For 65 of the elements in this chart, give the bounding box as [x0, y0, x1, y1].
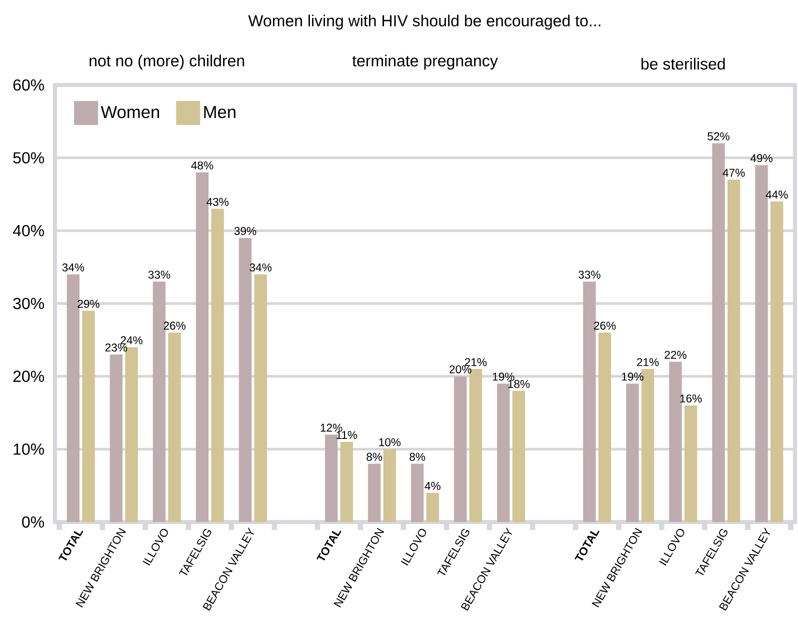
y-tick-label: 60% [13, 79, 44, 91]
y-tick-label: 50% [13, 152, 44, 164]
bar [66, 274, 80, 522]
text: terminate pregnancy [352, 54, 498, 70]
data-label: 47% [722, 168, 745, 177]
data-label: 43% [206, 198, 228, 206]
data-label: 26% [164, 322, 186, 330]
data-label: 21% [637, 358, 659, 366]
bar [324, 434, 338, 522]
data-label: 16% [680, 394, 702, 403]
bar [770, 202, 784, 522]
legend-label: Women [100, 106, 160, 118]
data-label: 26% [594, 322, 616, 330]
y-tick-label: 20% [13, 370, 44, 382]
bar [168, 332, 181, 522]
bar [110, 354, 123, 522]
legend-label: Men [204, 106, 236, 118]
data-label: 11% [336, 431, 358, 439]
bar [626, 384, 639, 522]
data-label: 24% [120, 336, 142, 344]
data-label: 22% [664, 350, 686, 359]
data-label: 19% [492, 372, 514, 381]
bar [728, 180, 740, 522]
bar [211, 208, 224, 522]
data-label: 34% [250, 263, 272, 272]
data-label: 10% [379, 438, 401, 446]
data-label: 4% [424, 482, 440, 490]
chart-title: Women living with HIV should be encouraged to... [248, 14, 600, 30]
bar [512, 390, 526, 522]
data-label: 12% [320, 424, 342, 432]
data-label: 49% [750, 154, 772, 162]
bar [454, 376, 467, 522]
text: not no (more) children [90, 54, 244, 70]
data-label: 52% [708, 132, 730, 140]
data-label: 19% [622, 372, 644, 381]
data-label: 29% [78, 300, 100, 308]
data-label: 39% [234, 226, 256, 235]
bar [254, 274, 267, 522]
bar [497, 384, 510, 522]
bar [598, 332, 612, 522]
data-label: 20% [450, 365, 472, 374]
bar [368, 464, 381, 522]
y-tick-label: 10% [14, 443, 44, 455]
bar [411, 464, 424, 522]
data-label: 8% [366, 452, 382, 461]
bar [684, 405, 698, 522]
data-label: 34% [62, 263, 84, 272]
data-label: 18% [508, 380, 530, 388]
data-label: 44% [766, 190, 788, 199]
bar [669, 362, 682, 522]
data-label: 48% [191, 161, 214, 170]
data-label: 23% [105, 344, 128, 352]
bar [426, 492, 440, 522]
y-tick-label: 40% [12, 224, 44, 236]
data-label: 21% [464, 358, 487, 366]
bar [340, 442, 353, 522]
bar [82, 310, 95, 522]
data-label: 33% [578, 270, 600, 279]
y-tick-label: 30% [13, 298, 44, 310]
bar [583, 282, 596, 522]
y-tick-label: 0% [22, 516, 44, 528]
data-label: 33% [148, 270, 170, 279]
text: be sterilised [641, 58, 725, 70]
bar [383, 449, 396, 522]
data-label: 8% [410, 452, 426, 461]
